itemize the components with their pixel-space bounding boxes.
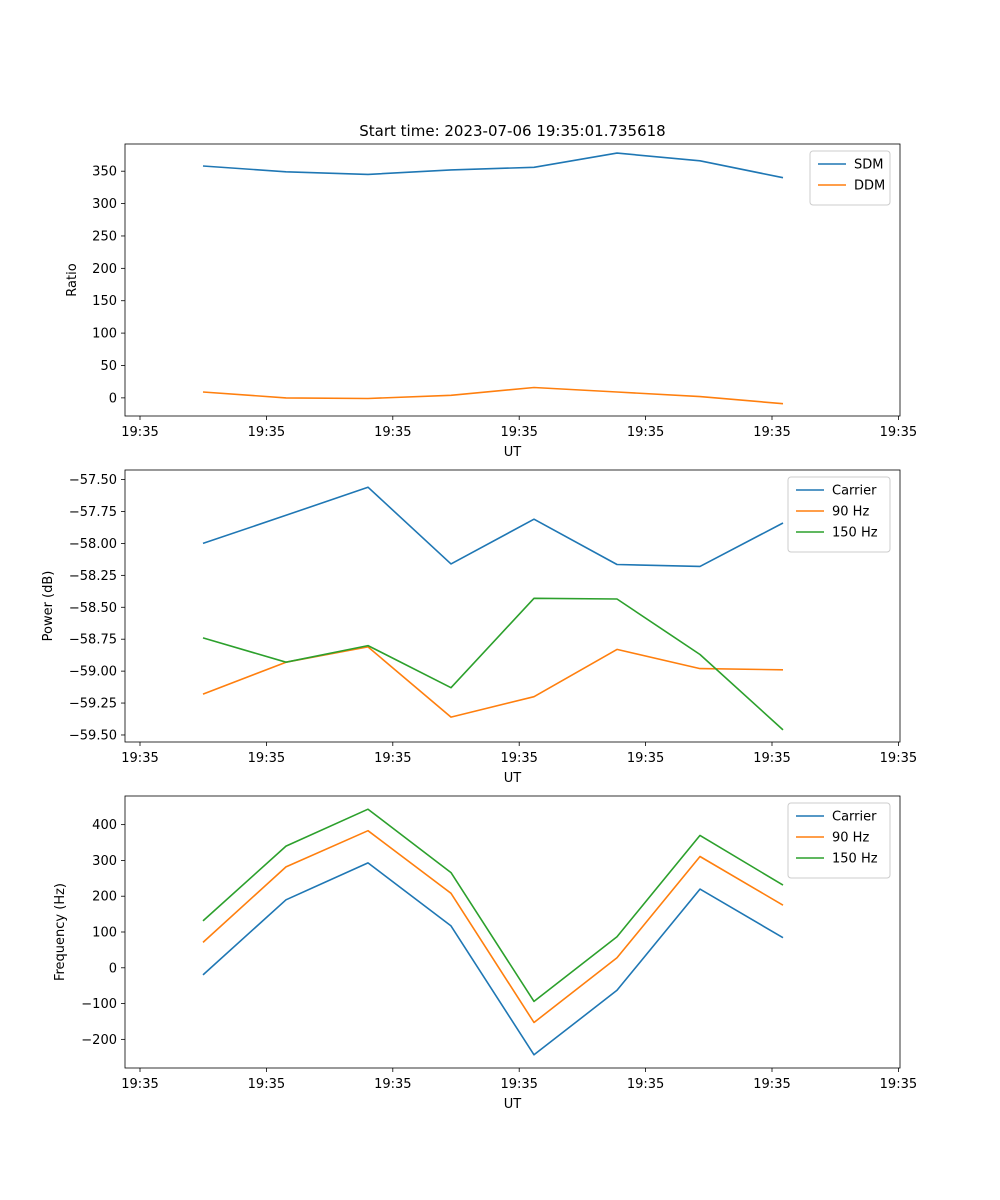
y-tick-label: 0 bbox=[109, 391, 117, 406]
y-tick-label: −58.50 bbox=[69, 601, 117, 616]
y-tick-label: 250 bbox=[92, 229, 117, 244]
series-line-90-hz bbox=[202, 646, 784, 718]
legend bbox=[787, 476, 891, 553]
legend-label: 90 Hz bbox=[832, 505, 869, 520]
x-tick-label: 19:35 bbox=[880, 1077, 917, 1092]
x-tick-label: 19:35 bbox=[374, 425, 411, 440]
legend bbox=[787, 802, 891, 879]
legend-label: DDM bbox=[854, 179, 885, 194]
y-tick-label: 200 bbox=[92, 890, 117, 905]
y-tick-label: 0 bbox=[109, 961, 117, 976]
y-tick-label: 350 bbox=[92, 165, 117, 180]
x-tick-label: 19:35 bbox=[753, 425, 790, 440]
y-tick-label: −200 bbox=[81, 1033, 117, 1048]
y-tick-label: 150 bbox=[92, 294, 117, 309]
y-tick-label: 300 bbox=[92, 197, 117, 212]
series-line-sdm bbox=[202, 152, 784, 179]
y-tick-label: −59.50 bbox=[69, 728, 117, 743]
x-tick-label: 19:35 bbox=[500, 751, 537, 766]
y-tick-label: 400 bbox=[92, 818, 117, 833]
y-tick-label: −57.75 bbox=[69, 505, 117, 520]
x-tick-label: 19:35 bbox=[248, 1077, 285, 1092]
series-line-carrier bbox=[202, 486, 784, 568]
x-tick-label: 19:35 bbox=[500, 425, 537, 440]
y-tick-label: −59.00 bbox=[69, 665, 117, 680]
y-tick-label: −58.00 bbox=[69, 537, 117, 552]
y-tick-label: 100 bbox=[92, 327, 117, 342]
x-tick-label: 19:35 bbox=[374, 1077, 411, 1092]
axes-frame bbox=[124, 469, 901, 743]
x-tick-label: 19:35 bbox=[121, 751, 158, 766]
legend-label: 90 Hz bbox=[832, 831, 869, 846]
x-tick-label: 19:35 bbox=[880, 751, 917, 766]
x-tick-label: 19:35 bbox=[248, 425, 285, 440]
panel-3: 19:3519:3519:3519:3519:3519:3519:3519:36… bbox=[53, 795, 917, 1112]
x-tick-label: 19:35 bbox=[753, 1077, 790, 1092]
y-tick-label: 200 bbox=[92, 262, 117, 277]
y-tick-label: −57.50 bbox=[69, 473, 117, 488]
x-tick-label: 19:35 bbox=[500, 1077, 537, 1092]
y-tick-label: 300 bbox=[92, 854, 117, 869]
series-line-carrier bbox=[202, 862, 784, 1056]
panel-2: 19:3519:3519:3519:3519:3519:3519:3519:36… bbox=[41, 469, 917, 786]
panel-1: 19:3519:3519:3519:3519:3519:3519:3519:36… bbox=[65, 143, 917, 460]
x-tick-label: 19:35 bbox=[880, 425, 917, 440]
x-axis-label: UT bbox=[504, 445, 522, 460]
x-tick-label: 19:35 bbox=[248, 751, 285, 766]
y-tick-label: 50 bbox=[100, 359, 117, 374]
y-axis-label: Ratio bbox=[65, 263, 80, 296]
figure-title: Start time: 2023-07-06 19:35:01.735618 bbox=[359, 122, 665, 140]
axes-frame bbox=[124, 143, 901, 417]
legend-label: 150 Hz bbox=[832, 526, 878, 541]
legend-label: SDM bbox=[854, 158, 883, 173]
y-tick-label: −100 bbox=[81, 997, 117, 1012]
legend-label: Carrier bbox=[832, 484, 877, 499]
x-tick-label: 19:35 bbox=[121, 1077, 158, 1092]
x-tick-label: 19:35 bbox=[627, 751, 664, 766]
series-line-150-hz bbox=[202, 808, 784, 1003]
x-axis-label: UT bbox=[504, 1097, 522, 1112]
series-line-90-hz bbox=[202, 829, 784, 1024]
y-tick-label: 100 bbox=[92, 926, 117, 941]
x-tick-label: 19:35 bbox=[627, 1077, 664, 1092]
x-tick-label: 19:35 bbox=[753, 751, 790, 766]
axes-frame bbox=[124, 795, 901, 1069]
y-tick-label: −59.25 bbox=[69, 697, 117, 712]
x-tick-label: 19:35 bbox=[627, 425, 664, 440]
x-axis-label: UT bbox=[504, 771, 522, 786]
legend-label: 150 Hz bbox=[832, 852, 878, 867]
x-tick-label: 19:35 bbox=[374, 751, 411, 766]
y-tick-label: −58.25 bbox=[69, 569, 117, 584]
y-axis-label: Frequency (Hz) bbox=[53, 883, 68, 981]
series-line-150-hz bbox=[202, 597, 784, 731]
legend-label: Carrier bbox=[832, 810, 877, 825]
y-tick-label: −58.75 bbox=[69, 633, 117, 648]
y-axis-label: Power (dB) bbox=[41, 571, 56, 642]
x-tick-label: 19:35 bbox=[121, 425, 158, 440]
series-line-ddm bbox=[202, 386, 784, 405]
